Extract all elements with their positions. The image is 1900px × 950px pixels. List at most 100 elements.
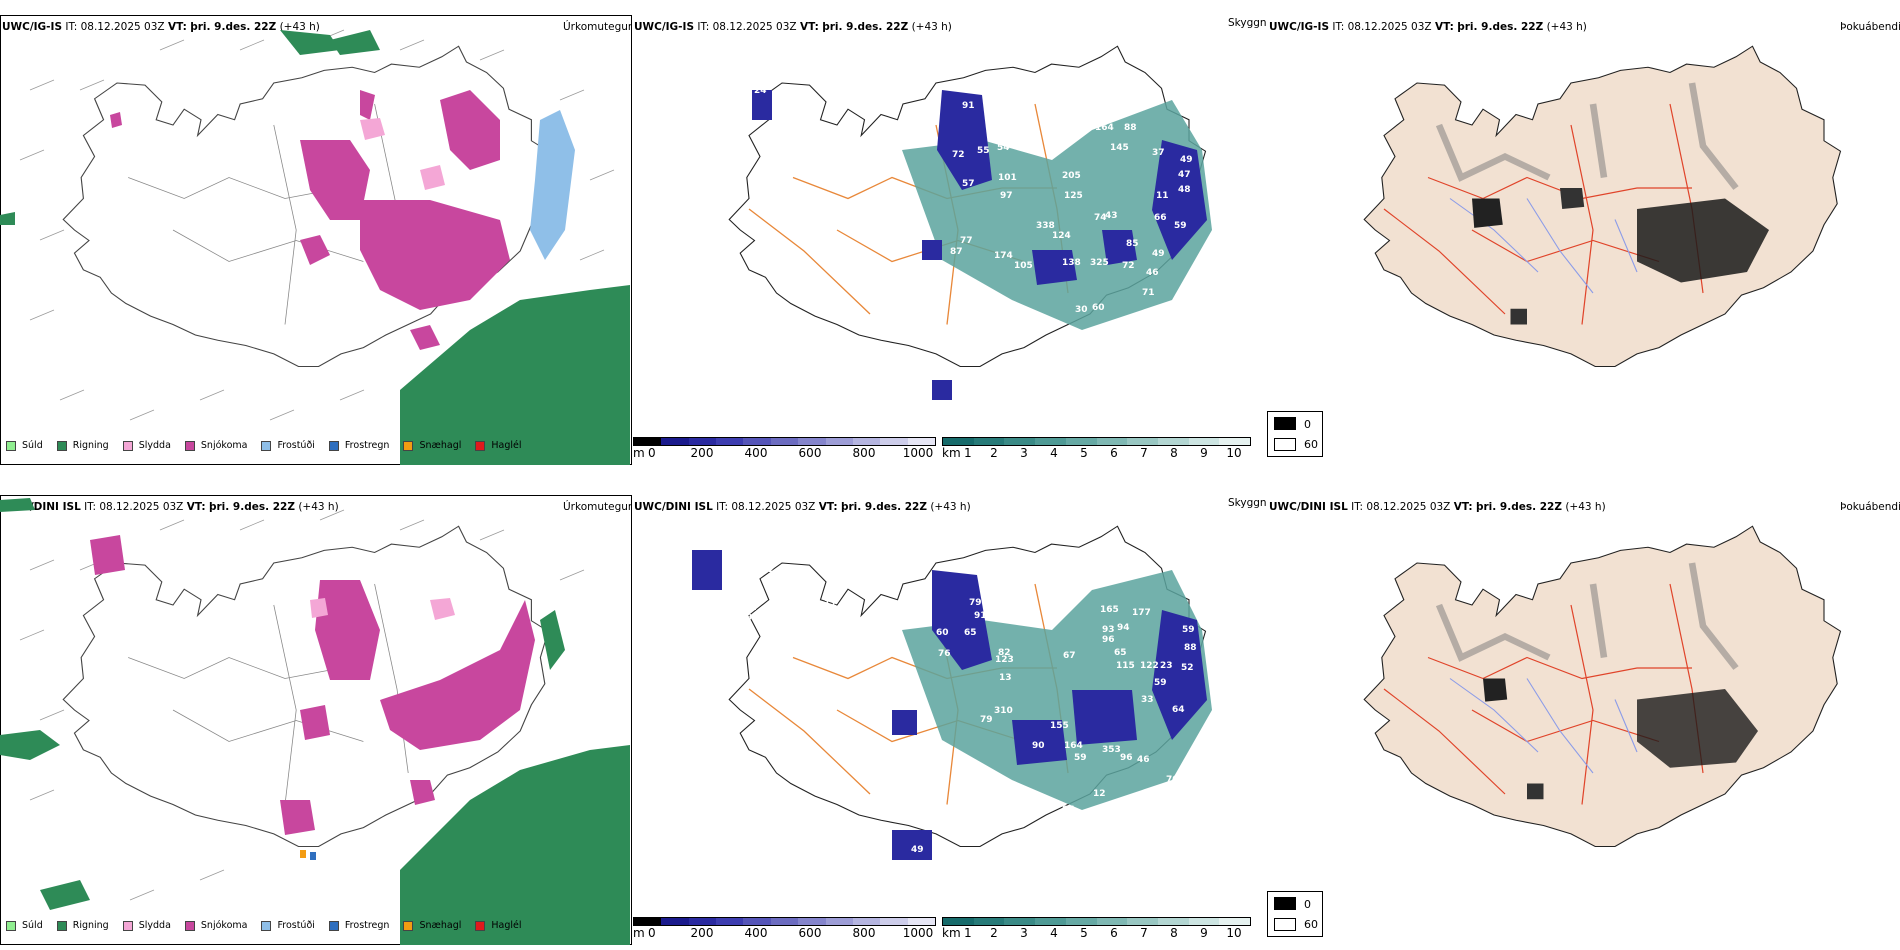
- precip-legend-label: Súld: [22, 440, 43, 451]
- cloud-height-label: 57: [962, 179, 975, 189]
- fog-header-bottom: UWC/DINI ISL IT: 08.12.2025 03Z VT: þri.…: [1269, 501, 1606, 513]
- colorbar-tick-label: 800: [852, 926, 876, 940]
- cloud-title-top: Skyggni: [1228, 17, 1270, 29]
- precip-legend-swatch: [122, 920, 133, 931]
- cloud-header-bottom: UWC/DINI ISL IT: 08.12.2025 03Z VT: þri.…: [634, 501, 971, 513]
- cloud-base-colorbar-bottom: [633, 917, 936, 926]
- precip-legend-item: Súld: [6, 920, 43, 931]
- cloud-height-label: 60: [1092, 303, 1105, 313]
- colorbar-step: [1127, 438, 1158, 445]
- colorbar-tick-label: 6: [1110, 926, 1118, 940]
- cloud-height-label: 95: [908, 241, 921, 251]
- cloud-height-label: 177: [1132, 608, 1151, 618]
- colorbar-step: [1188, 918, 1220, 925]
- cloud-height-label: 42: [762, 565, 775, 575]
- cloud-height-label: 110: [912, 763, 931, 773]
- precip-map-frame-top: [0, 15, 632, 465]
- colorbar-step: [825, 918, 853, 925]
- fog-legend-top: 0 60: [1267, 411, 1323, 457]
- cloud-height-label: 164: [1064, 741, 1083, 751]
- precip-legend-label: Rigning: [72, 440, 109, 451]
- cloud-height-label: 23: [1160, 661, 1173, 671]
- cloud-height-label: 97: [1000, 191, 1013, 201]
- precip-legend-swatch: [122, 440, 133, 451]
- colorbar-step: [1157, 438, 1189, 445]
- cloud-height-label: 79: [969, 598, 982, 608]
- precip-legend-label: Frostregn: [344, 920, 390, 931]
- precip-title-top: Úrkomutegund: [563, 21, 642, 33]
- colorbar-tick-label: 5: [1080, 446, 1088, 460]
- cloud-height-label: 164: [1095, 123, 1114, 133]
- cloud-height-label: 59: [1174, 221, 1187, 231]
- cloud-panel-top: UWC/IG-IS IT: 08.12.2025 03Z VT: þri. 9.…: [632, 0, 1270, 470]
- fog-map-bottom: [1363, 525, 1842, 848]
- cloud-base-colorbar-top: [633, 437, 936, 446]
- colorbar-tick-label: 5: [1080, 926, 1088, 940]
- cloud-height-label: 67: [1063, 651, 1076, 661]
- cloud-height-label: 12: [1093, 789, 1106, 799]
- cloud-header-top: UWC/IG-IS IT: 08.12.2025 03Z VT: þri. 9.…: [634, 21, 952, 33]
- fog-legend-label-0: 0: [1304, 418, 1311, 431]
- colorbar-tick-label: 6: [1110, 446, 1118, 460]
- colorbar-tick-label: 2: [990, 446, 998, 460]
- cloud-title-bottom: Skyggni: [1228, 497, 1270, 509]
- precip-legend-label: Slydda: [138, 920, 171, 931]
- precip-legend-swatch: [475, 440, 486, 451]
- cloud-height-label: 125: [1064, 191, 1083, 201]
- precip-legend-item: Frostregn: [328, 440, 389, 451]
- colorbar-step: [716, 438, 744, 445]
- colorbar-step: [1127, 918, 1158, 925]
- precip-legend-swatch: [184, 440, 195, 451]
- colorbar-step: [1188, 438, 1220, 445]
- colorbar-tick-label: 7: [1140, 446, 1148, 460]
- colorbar-step: [907, 438, 935, 445]
- cloud-height-label: 77: [780, 567, 793, 577]
- precip-legend-item: Rigning: [56, 440, 109, 451]
- colorbar-tick-label: 2: [990, 926, 998, 940]
- colorbar-tick-label: 9: [1200, 926, 1208, 940]
- colorbar-step: [907, 918, 935, 925]
- cloud-height-label: 65: [1114, 648, 1127, 658]
- cloud-base-areas-bottom: [692, 550, 1207, 860]
- cloud-height-label: 96: [1102, 635, 1115, 645]
- cloud-map-top: 72 24 67 91 65 80 72 55 54 57 101 97 164 88 145 37 49 47 4…: [724, 45, 1212, 400]
- cloud-base-unit-top: m: [633, 446, 645, 460]
- cloud-height-label: 54: [997, 143, 1010, 153]
- precip-legend-label: Snæhagl: [419, 920, 462, 931]
- precip-legend-swatch: [328, 920, 339, 931]
- precip-legend-label: Haglél: [491, 920, 522, 931]
- colorbar-tick-label: 800: [852, 446, 876, 460]
- colorbar-tick-label: 1000: [902, 926, 934, 940]
- fog-header-top: UWC/IG-IS IT: 08.12.2025 03Z VT: þri. 9.…: [1269, 21, 1587, 33]
- colorbar-step: [688, 918, 717, 925]
- fog-legend-label-60: 60: [1304, 438, 1318, 451]
- cloud-height-label: 123: [995, 655, 1014, 665]
- cloud-height-label: 49: [915, 388, 928, 398]
- colorbar-step: [716, 918, 744, 925]
- freezing-drizzle-top: [530, 110, 575, 260]
- colorbar-tick-label: 1: [964, 446, 972, 460]
- cloud-height-label: 59: [1182, 625, 1195, 635]
- fog-panel-bottom: UWC/DINI ISL IT: 08.12.2025 03Z VT: þri.…: [1267, 480, 1900, 950]
- cloud-height-label: 145: [1110, 143, 1129, 153]
- cloud-height-label: 66: [1154, 213, 1167, 223]
- cloud-height-label: 65: [999, 113, 1012, 123]
- colorbar-step: [770, 918, 799, 925]
- fog-legend-label-0: 0: [1304, 898, 1311, 911]
- cloud-height-label: 77: [960, 236, 973, 246]
- cloud-height-label: 353: [1102, 745, 1121, 755]
- precip-legend-label: Snjókoma: [200, 440, 248, 451]
- cloud-height-label: 49: [1180, 155, 1193, 165]
- fog-title-top: Þokuábendi: [1840, 21, 1900, 33]
- cloud-height-label: 52: [1181, 663, 1194, 673]
- colorbar-step: [943, 918, 974, 925]
- precip-legend-item: Frostúði: [261, 920, 315, 931]
- fog-legend-swatch-0: [1274, 897, 1296, 910]
- fog-legend-bottom: 0 60: [1267, 891, 1323, 937]
- cloud-height-label: 86: [1062, 805, 1075, 815]
- colorbar-step: [852, 918, 881, 925]
- cloud-height-label: 59: [1074, 753, 1087, 763]
- colorbar-tick-label: 600: [798, 446, 822, 460]
- cloud-height-label: 64: [922, 735, 935, 745]
